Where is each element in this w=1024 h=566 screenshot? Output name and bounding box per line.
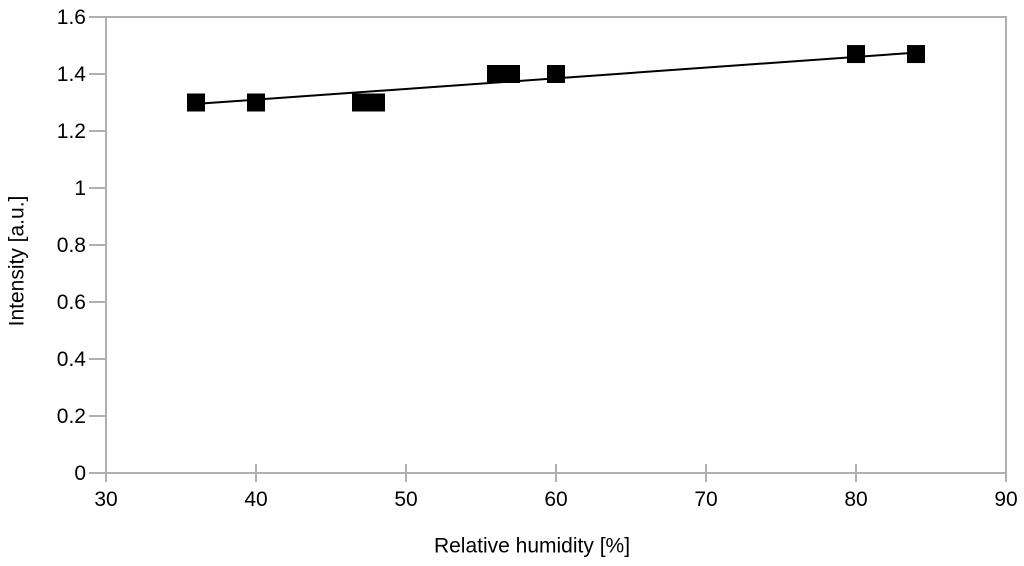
y-tick-label: 1.6 [57, 6, 86, 29]
data-point [547, 65, 565, 83]
x-tick-label: 70 [694, 488, 717, 511]
x-tick-label: 30 [94, 488, 117, 511]
y-tick-label: 0.6 [57, 291, 86, 314]
data-point [487, 65, 505, 83]
y-tick-label: 1.4 [57, 63, 87, 86]
y-tick-label: 0.8 [57, 234, 86, 257]
data-point [187, 93, 205, 112]
y-tick-label: 0.4 [57, 348, 87, 371]
y-tick-label: 1.2 [57, 120, 86, 143]
x-tick-label: 40 [244, 488, 267, 511]
data-point [502, 65, 520, 83]
y-tick-label: 0 [74, 462, 86, 485]
y-axis-title: Intensity [a.u.] [5, 195, 29, 327]
x-tick-label: 50 [394, 488, 417, 511]
data-point [847, 45, 865, 64]
x-axis-title: Relative humidity [%] [433, 534, 631, 558]
y-tick-label: 0.2 [57, 405, 86, 428]
data-point [907, 45, 925, 64]
x-tick-label: 60 [544, 488, 567, 511]
data-point [247, 93, 265, 112]
y-tick-label: 1 [74, 177, 86, 200]
data-point [367, 93, 385, 112]
data-point [352, 93, 370, 112]
plot-border [105, 16, 1007, 474]
x-tick-label: 80 [844, 488, 867, 511]
x-tick-label: 90 [994, 488, 1017, 511]
